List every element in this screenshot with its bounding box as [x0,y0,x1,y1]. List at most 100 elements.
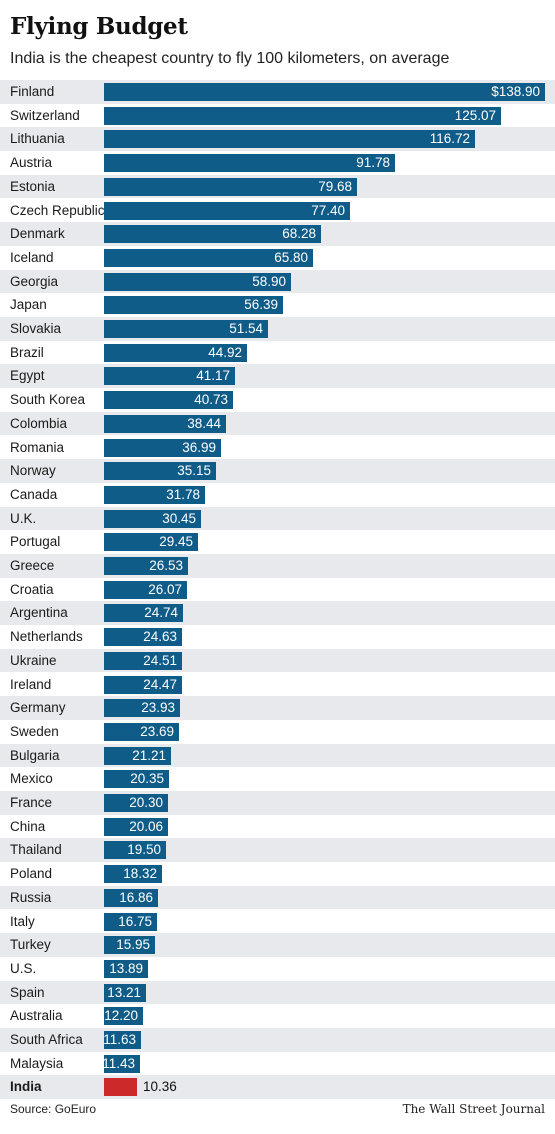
bar [104,888,158,907]
category-label: Poland [10,866,53,882]
category-label: Austria [10,155,53,171]
bar [104,248,313,267]
data-label: 13.21 [107,984,141,1000]
category-label: Portugal [10,534,61,550]
data-label: 11.63 [103,1032,136,1047]
category-label: Australia [10,1008,63,1024]
category-label: Japan [10,297,47,313]
chart-row: Greece 26.53 [0,554,555,578]
bar [104,485,205,504]
bar [104,367,235,386]
data-label: 18.32 [123,866,157,882]
chart-row: Norway 35.15 [0,459,555,483]
data-label: 91.78 [356,155,390,171]
chart-row: Bulgaria 21.21 [0,743,555,768]
chart-row: Italy 16.75 [0,910,555,934]
data-label: 20.30 [129,795,163,810]
bar [104,296,283,315]
category-label: Spain [10,984,45,1000]
chart-title: Flying Budget [10,13,188,40]
data-label: 24.74 [144,605,178,621]
category-label: China [10,818,46,834]
chart-row: Sweden 23.69 [0,720,555,744]
data-label: 65.80 [274,249,308,265]
chart-row: China 20.06 [0,815,555,839]
bar [104,865,162,884]
chart-row: Czech Republic 77.40 [0,199,555,223]
bar [104,794,168,812]
chart-row: Estonia 79.68 [0,174,555,199]
data-label: 125.07 [454,107,496,123]
bar [104,462,216,481]
chart-row: Turkey 15.95 [0,933,555,957]
category-label: Sweden [10,723,59,739]
data-label: $138.90 [491,84,540,99]
chart-row: South Korea 40.73 [0,388,555,412]
category-label: Mexico [10,771,53,787]
data-label: 13.89 [109,960,143,976]
bar [104,177,357,196]
chart-subtitle: India is the cheapest country to fly 100… [10,50,450,67]
category-label: Argentina [10,605,68,621]
chart-row: Malaysia 11.43 [0,1052,555,1076]
bar [104,936,155,955]
chart-row: Germany 23.93 [0,696,555,720]
bar [104,628,182,647]
category-label: Estonia [10,178,56,194]
category-label: Georgia [10,273,59,289]
data-label: 58.90 [252,273,286,289]
bar [104,557,188,575]
chart-row: Mexico 20.35 [0,767,555,791]
data-label: 10.36 [143,1079,177,1095]
data-label: 15.95 [116,937,150,953]
data-label: 41.17 [196,368,230,384]
chart-row: Brazil 44.92 [0,341,555,365]
data-label: 68.28 [282,226,316,242]
bar [104,1031,141,1049]
data-label: 38.44 [187,415,221,431]
data-label: 77.40 [311,202,345,218]
chart-row: Lithuania 116.72 [0,127,555,152]
data-label: 16.75 [118,913,152,929]
data-label: 31.78 [166,486,200,502]
category-label: Colombia [10,415,68,431]
chart-row: Egypt 41.17 [0,364,555,389]
category-label: Iceland [10,249,54,265]
chart-row: U.K. 30.45 [0,506,555,531]
data-label: 19.50 [127,842,161,858]
chart-row: Netherlands 24.63 [0,625,555,649]
data-label: 23.69 [140,723,174,739]
source-note: Source: GoEuro [10,1102,97,1116]
category-label: Germany [10,700,66,716]
chart-row: Ireland 24.47 [0,673,555,697]
category-label: Netherlands [10,629,83,645]
bar [104,225,321,244]
data-label: 12.20 [104,1008,138,1024]
chart-row: Slovakia 51.54 [0,317,555,341]
bar [104,130,475,149]
bar [104,912,157,931]
bar [104,154,395,173]
bar [104,414,226,433]
bar [104,343,247,362]
chart-row: Australia 12.20 [0,1004,555,1028]
category-label: South Africa [10,1032,83,1047]
bar [104,83,545,101]
chart-row: Argentina 24.74 [0,601,555,626]
publisher-credit: The Wall Street Journal [402,1102,545,1116]
category-label: Malaysia [10,1055,64,1071]
chart-row: Poland 18.32 [0,862,555,886]
chart-row: U.S. 13.89 [0,957,555,981]
category-label: Norway [10,463,56,479]
chart-row: Austria 91.78 [0,151,555,175]
category-label: Egypt [10,368,45,384]
category-label: Denmark [10,226,65,242]
bar [104,201,350,220]
bar [104,1078,137,1097]
bar [104,841,166,860]
chart-row: Croatia 26.07 [0,578,555,602]
data-label: 29.45 [159,534,193,550]
chart-row: South Africa 11.63 [0,1028,555,1052]
category-label: Croatia [10,581,54,597]
bar-chart: Finland $138.90 Switzerland 125.07 Lithuania… [0,80,555,1100]
